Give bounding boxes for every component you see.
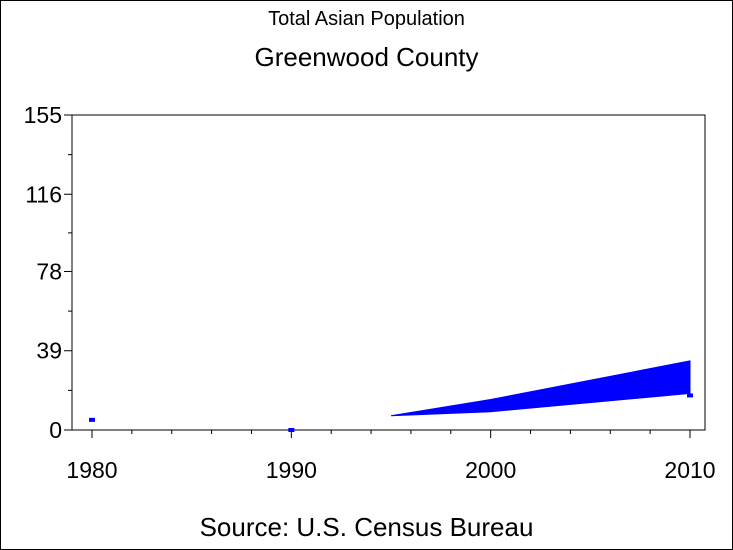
x-tick-label: 2010 [664, 457, 715, 483]
chart-title: Total Asian Population [268, 8, 465, 30]
y-tick-label: 155 [24, 102, 62, 128]
data-point [288, 428, 295, 432]
x-tick-label: 2000 [465, 457, 516, 483]
x-tick-label: 1980 [66, 457, 117, 483]
x-tick-label: 1990 [266, 457, 317, 483]
y-tick-label: 0 [49, 417, 62, 443]
plot-area [71, 114, 706, 431]
chart-subtitle: Greenwood County [254, 42, 479, 72]
y-tick-label: 116 [25, 181, 62, 207]
data-point [487, 403, 494, 408]
data-point [687, 393, 693, 398]
y-tick-label: 39 [36, 338, 62, 364]
series-band [390, 360, 691, 417]
chart-source: Source: U.S. Census Bureau [199, 512, 534, 542]
y-tick-label: 78 [36, 258, 62, 284]
data-point [89, 417, 95, 422]
